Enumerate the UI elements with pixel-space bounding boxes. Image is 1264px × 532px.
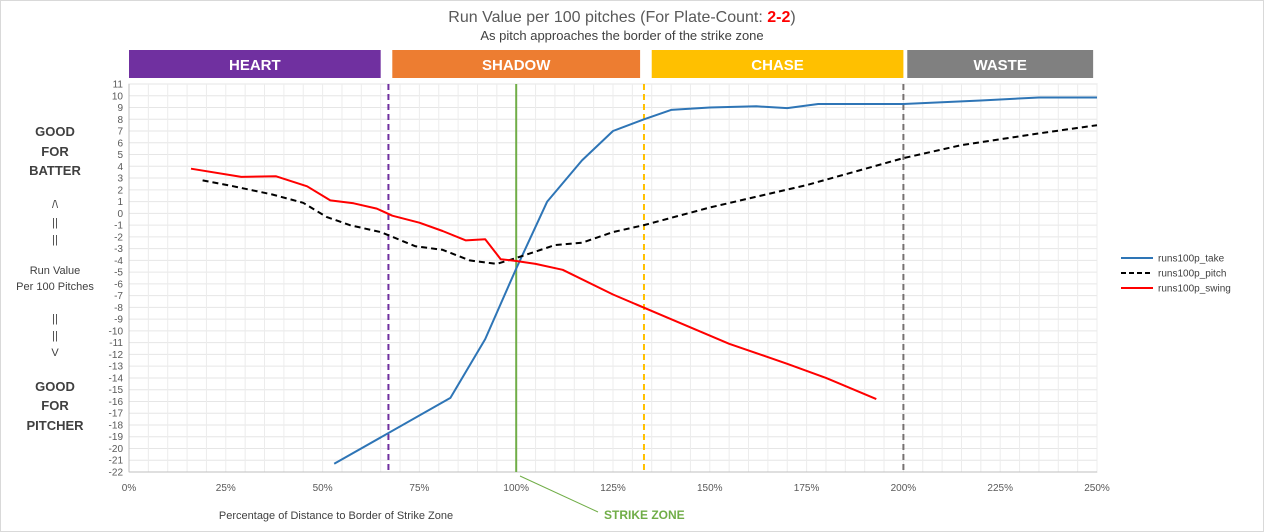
zone-bands: HEART SHADOW CHASE WASTE <box>129 50 1094 78</box>
zone-label-heart: HEART <box>229 57 281 74</box>
x-tick-label: 200% <box>891 483 917 494</box>
y-tick-label: -19 <box>109 432 124 443</box>
y-tick-label: -8 <box>114 303 123 314</box>
pitcher-line-2: FOR <box>41 398 69 413</box>
zone-label-chase: CHASE <box>751 57 804 74</box>
zone-label-shadow: SHADOW <box>482 57 551 74</box>
y-tick-label: 9 <box>117 103 123 114</box>
y-tick-label: -9 <box>114 315 123 326</box>
x-tick-label: 175% <box>794 483 820 494</box>
x-tick-label: 25% <box>216 483 236 494</box>
x-tick-label: 125% <box>600 483 626 494</box>
y-tick-label: -16 <box>109 397 124 408</box>
y-tick-label: 7 <box>117 127 123 138</box>
series-line-runs100p_swing <box>190 167 877 401</box>
batter-line-3: BATTER <box>29 163 81 178</box>
arrow-up-line-2: || <box>52 217 58 229</box>
y-tick-label: 4 <box>117 162 123 173</box>
y-tick-label: -3 <box>114 244 123 255</box>
batter-annotation: GOOD FOR BATTER <box>29 124 81 178</box>
x-tick-label: 75% <box>409 483 429 494</box>
y-tick-label: 2 <box>117 185 123 196</box>
arrow-down-line-3: V <box>51 347 59 359</box>
x-tick-label: 150% <box>697 483 723 494</box>
title-count: 2-2 <box>767 9 790 26</box>
y-tick-label: -11 <box>109 338 123 349</box>
legend-label-runs100p_take: runs100p_take <box>1158 254 1225 265</box>
y-axis-title-line-1: Run Value <box>30 265 81 277</box>
axes: 11109876543210-1-2-3-4-5-6-7-8-9-10-11-1… <box>109 80 1110 495</box>
series-line-runs100p_take <box>333 96 1097 465</box>
arrow-up-line-1: /\ <box>52 199 59 211</box>
x-tick-label: 50% <box>313 483 333 494</box>
x-tick-label: 100% <box>503 483 529 494</box>
y-tick-label: -2 <box>114 232 123 243</box>
gridlines <box>128 83 1098 473</box>
pitcher-line-3: PITCHER <box>26 418 84 433</box>
y-tick-label: 10 <box>112 91 124 102</box>
pitcher-line-1: GOOD <box>35 379 75 394</box>
y-tick-label: -13 <box>109 362 124 373</box>
y-tick-label: -15 <box>109 385 124 396</box>
y-tick-label: -10 <box>109 326 124 337</box>
arrow-down-line-1: || <box>52 313 58 325</box>
zone-band-shadow <box>392 50 641 78</box>
y-tick-label: 1 <box>117 197 123 208</box>
y-tick-label: 3 <box>117 174 123 185</box>
arrow-down-annotation: || || V <box>51 313 59 359</box>
y-tick-label: -5 <box>114 268 123 279</box>
x-tick-label: 225% <box>987 483 1013 494</box>
strike-zone-callout-line <box>519 475 599 513</box>
chart-title: Run Value per 100 pitches (For Plate-Cou… <box>448 9 795 26</box>
y-tick-label: -6 <box>114 279 123 290</box>
y-tick-label: -18 <box>109 420 124 431</box>
x-tick-label: 250% <box>1084 483 1110 494</box>
series <box>190 96 1098 465</box>
arrow-down-line-2: || <box>52 330 58 342</box>
reference-lines <box>387 84 905 472</box>
strike-zone-label: STRIKE ZONE <box>604 508 685 522</box>
y-tick-label: -17 <box>109 409 124 420</box>
y-tick-label: -4 <box>114 256 123 267</box>
y-tick-label: -21 <box>109 456 124 467</box>
zone-band-waste <box>907 50 1094 78</box>
y-tick-label: -7 <box>114 291 123 302</box>
batter-line-2: FOR <box>41 144 69 159</box>
arrow-up-line-3: || <box>52 234 58 246</box>
y-tick-label: -12 <box>109 350 124 361</box>
y-tick-label: 0 <box>117 209 123 220</box>
legend-label-runs100p_pitch: runs100p_pitch <box>1158 269 1226 280</box>
arrow-up-annotation: /\ || || <box>52 199 59 246</box>
zone-band-chase <box>651 50 904 78</box>
y-tick-label: -14 <box>109 373 124 384</box>
y-tick-label: 11 <box>113 80 124 91</box>
y-axis-title: Run Value Per 100 Pitches <box>16 265 94 293</box>
chart-subtitle: As pitch approaches the border of the st… <box>480 28 763 43</box>
pitcher-annotation: GOOD FOR PITCHER <box>26 379 84 433</box>
y-tick-label: -1 <box>114 221 123 232</box>
y-tick-label: -20 <box>109 444 124 455</box>
x-axis-title: Percentage of Distance to Border of Stri… <box>219 510 453 522</box>
y-tick-label: -22 <box>109 468 124 479</box>
zone-band-heart <box>129 50 381 78</box>
batter-line-1: GOOD <box>35 124 75 139</box>
y-tick-label: 5 <box>117 150 123 161</box>
y-tick-label: 8 <box>117 115 123 126</box>
y-axis-title-line-2: Per 100 Pitches <box>16 281 94 293</box>
legend-label-runs100p_swing: runs100p_swing <box>1158 284 1231 295</box>
x-tick-label: 0% <box>122 483 137 494</box>
y-tick-label: 6 <box>117 138 123 149</box>
legend: runs100p_take runs100p_pitch runs100p_swin… <box>1121 254 1231 295</box>
zone-label-waste: WASTE <box>974 57 1027 74</box>
